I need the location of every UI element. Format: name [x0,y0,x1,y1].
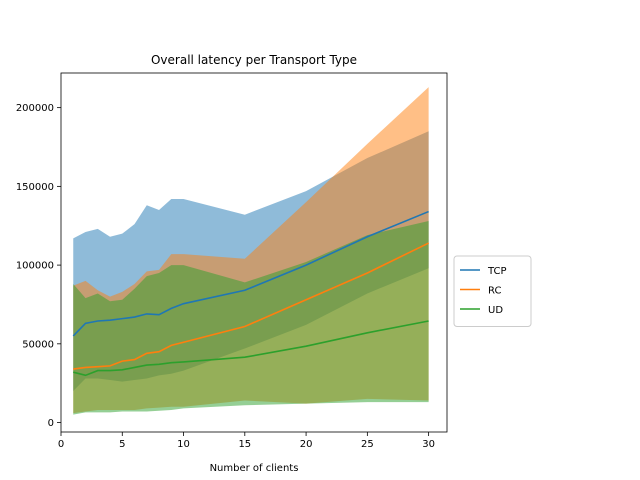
x-tick-label: 10 [177,439,190,450]
legend: TCP RC UD [453,255,532,327]
y-tick-label: 0 [48,418,54,429]
y-tick-label: 200000 [16,103,54,114]
line-ud [73,320,429,377]
x-tick-label: 15 [238,439,251,450]
line-rc [73,242,429,370]
y-tick-label: 50000 [22,339,54,350]
confidence-bands [73,87,429,415]
x-tick-label: 5 [119,439,125,450]
plot-frame [60,72,448,433]
chart-title: Overall latency per Transport Type [151,53,357,67]
band-ud [73,221,429,415]
legend-label-ud: UD [488,305,503,316]
line-tcp [72,210,429,337]
x-tick-label: 20 [300,439,313,450]
x-axis-label: Number of clients [210,463,299,474]
x-tick-label: 25 [361,439,374,450]
x-tick-label: 30 [422,439,435,450]
legend-label-tcp: TCP [487,266,507,277]
legend-label-rc: RC [488,286,501,297]
y-tick-label: 150000 [16,182,54,193]
y-axis: 0 50000 100000 150000 200000 [16,103,61,429]
x-axis: 0 5 10 15 20 25 30 [58,432,435,450]
series-lines [72,210,429,377]
x-tick-label: 0 [58,439,64,450]
y-tick-label: 100000 [16,261,54,272]
